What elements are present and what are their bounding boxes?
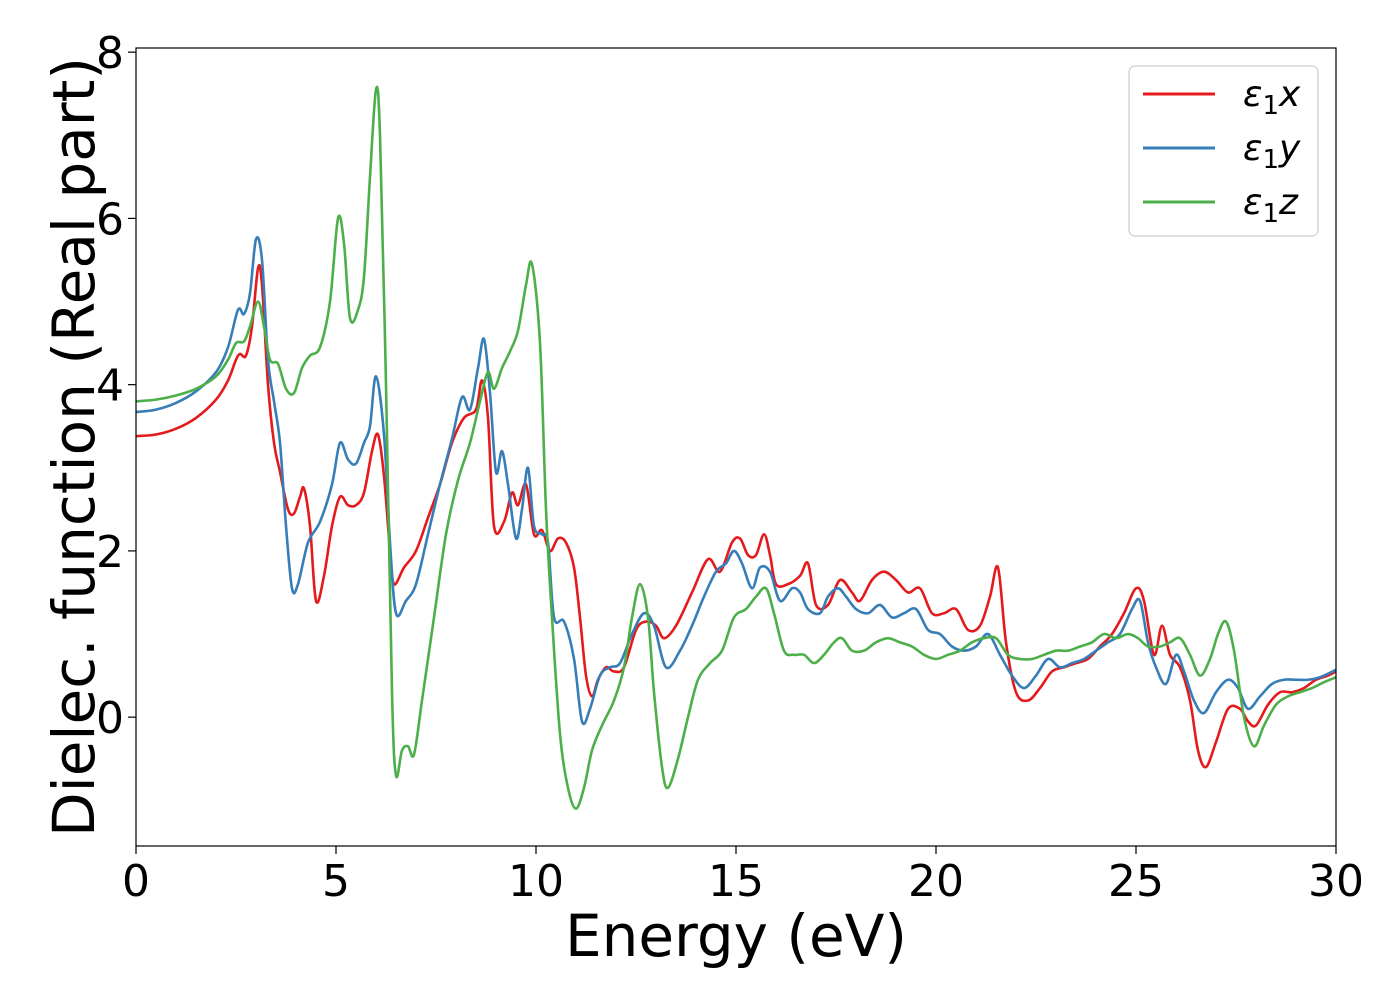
x-tick-label: 25 <box>1108 856 1164 907</box>
x-tick-label: 5 <box>322 856 350 907</box>
legend: ε1x ε1y ε1z <box>1128 65 1319 237</box>
y-tick-label: 6 <box>96 194 124 245</box>
series-line-x <box>136 263 1336 769</box>
y-tick-label: 8 <box>96 28 124 79</box>
series-layer <box>136 85 1336 810</box>
legend-box <box>1128 65 1319 237</box>
series-line-z <box>136 85 1336 810</box>
x-tick-label: 10 <box>508 856 564 907</box>
axes-layer: 0 5 10 15 20 25 30 0 2 4 6 8 <box>96 28 1364 907</box>
x-axis-title: Energy (eV) <box>565 902 907 970</box>
y-tick-label: 0 <box>96 693 124 744</box>
x-tick-label: 30 <box>1308 856 1364 907</box>
series-line-y <box>136 235 1336 726</box>
x-tick-label: 20 <box>908 856 964 907</box>
y-tick-label: 4 <box>96 361 124 412</box>
legend-label-x: ε1x <box>1243 74 1301 121</box>
legend-label-y: ε1y <box>1243 128 1301 175</box>
y-axis-title: Dielec. function (Real part) <box>40 57 108 837</box>
x-tick-label: 0 <box>122 856 150 907</box>
x-tick-label: 15 <box>708 856 764 907</box>
legend-label-z: ε1z <box>1243 182 1299 229</box>
y-tick-label: 2 <box>96 527 124 578</box>
